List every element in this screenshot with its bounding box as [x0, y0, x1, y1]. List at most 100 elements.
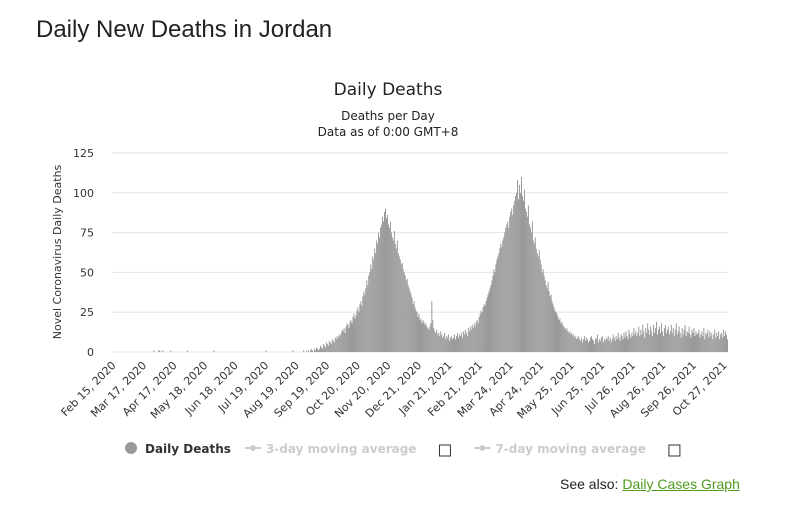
bar: [510, 211, 512, 352]
bar: [678, 326, 680, 352]
bar: [582, 342, 584, 352]
bar: [657, 334, 659, 352]
bar: [366, 280, 368, 352]
bar: [496, 259, 498, 352]
bar: [336, 336, 338, 352]
bar: [317, 350, 319, 352]
page-title: Daily New Deaths in Jordan: [36, 16, 333, 43]
bar: [546, 288, 548, 352]
bar: [162, 350, 164, 352]
bar: [416, 312, 418, 352]
bar: [638, 326, 640, 352]
legend-marker[interactable]: [250, 445, 256, 451]
bar: [446, 336, 448, 352]
bar: [368, 275, 370, 352]
bar: [364, 294, 366, 352]
bar: [343, 328, 345, 352]
bar: [404, 275, 406, 352]
bar: [534, 237, 536, 352]
bar: [464, 329, 466, 352]
bar: [621, 336, 623, 352]
bar: [494, 272, 496, 352]
bar: [457, 337, 459, 352]
bar: [704, 339, 706, 352]
bar: [382, 216, 384, 352]
bar: [692, 332, 694, 352]
bar: [543, 275, 545, 352]
bar: [523, 189, 525, 352]
bar: [711, 332, 713, 352]
bar: [432, 320, 434, 352]
bar: [518, 199, 520, 352]
bar: [643, 331, 645, 352]
bar: [601, 336, 603, 352]
bar: [396, 240, 398, 352]
bar: [642, 324, 644, 352]
bar: [710, 336, 712, 352]
bar: [458, 334, 460, 352]
bar: [334, 337, 336, 352]
bar: [453, 337, 455, 352]
bar: [442, 337, 444, 352]
bar: [452, 339, 454, 352]
bar: [372, 256, 374, 352]
bar: [498, 253, 500, 352]
bar: [504, 232, 506, 352]
bar: [502, 240, 504, 352]
bar: [425, 323, 427, 352]
bar: [507, 221, 509, 352]
bar: [521, 176, 523, 352]
bar: [520, 192, 522, 352]
bar: [606, 339, 608, 352]
bar: [158, 350, 160, 352]
bar: [399, 259, 401, 352]
bar: [495, 264, 497, 352]
bar: [645, 328, 647, 352]
bar: [548, 291, 550, 352]
bar: [536, 253, 538, 352]
legend-checkbox[interactable]: [438, 444, 451, 457]
bar: [531, 221, 533, 352]
legend-checkbox[interactable]: [668, 444, 681, 457]
bar: [608, 340, 610, 352]
bar: [419, 320, 421, 352]
legend-label[interactable]: 7-day moving average: [495, 442, 645, 456]
bar: [591, 336, 592, 352]
bar: [484, 305, 486, 352]
bar: [422, 320, 424, 352]
legend-label[interactable]: 3-day moving average: [266, 442, 416, 456]
bar: [311, 348, 313, 352]
bar: [353, 313, 355, 352]
bar: [429, 326, 431, 352]
daily-cases-link[interactable]: Daily Cases Graph: [622, 476, 740, 492]
bar: [444, 332, 446, 352]
bar: [401, 262, 403, 352]
bar: [522, 195, 523, 352]
bar: [337, 337, 339, 352]
legend-marker[interactable]: [125, 442, 137, 454]
bar: [463, 334, 465, 352]
bar: [466, 336, 468, 352]
bar: [383, 221, 385, 352]
bar: [473, 323, 475, 352]
bar: [385, 208, 386, 352]
bar: [613, 337, 615, 352]
bar: [326, 344, 328, 352]
bar: [474, 326, 476, 352]
bar: [317, 348, 318, 352]
bar: [656, 321, 658, 352]
y-tick-label: 25: [80, 306, 94, 319]
bar: [491, 280, 493, 352]
bar: [388, 227, 390, 352]
bar: [393, 231, 395, 352]
legend-marker[interactable]: [479, 445, 486, 451]
bar: [361, 305, 363, 352]
bar: [450, 337, 452, 352]
bar: [347, 324, 349, 352]
bar: [159, 350, 161, 352]
legend-label[interactable]: Daily Deaths: [145, 442, 231, 456]
bar: [511, 208, 513, 352]
bar: [673, 336, 675, 352]
bar: [589, 340, 591, 352]
bar: [687, 332, 689, 352]
